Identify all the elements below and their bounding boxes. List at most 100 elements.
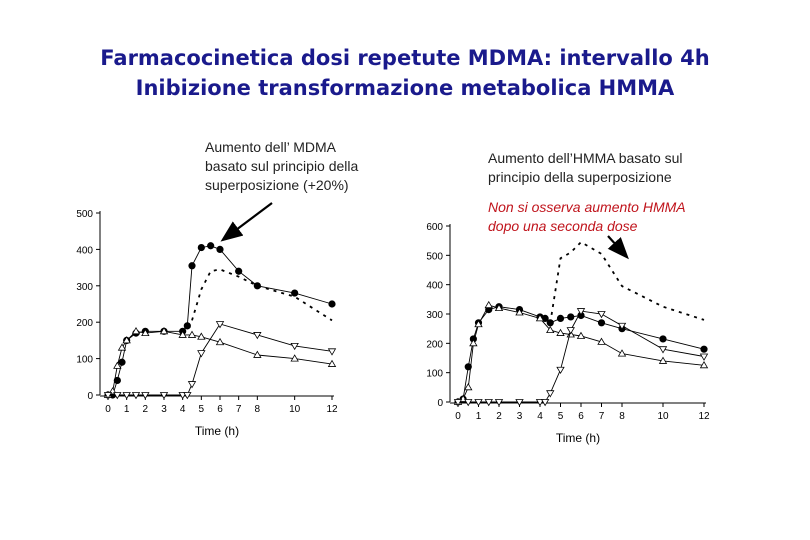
data-point-open-triangle-down xyxy=(187,381,197,389)
data-point-open-triangle-up xyxy=(215,337,225,346)
arrow-to-mdma-peak xyxy=(220,202,273,242)
x-tick-label: 3 xyxy=(517,411,523,422)
series-line-dashed-line xyxy=(191,268,333,322)
data-point-open-triangle-down xyxy=(464,399,473,407)
data-point-open-triangle-down xyxy=(658,346,668,354)
y-tick-label: 0 xyxy=(437,398,443,409)
annotation-hmma: Aumento dell’HMMA basato sul principio d… xyxy=(488,149,683,187)
data-point-filled-circle xyxy=(700,345,708,353)
data-point-open-triangle-down xyxy=(141,392,150,400)
data-point-filled-circle xyxy=(464,363,472,371)
y-tick-label: 100 xyxy=(426,369,443,380)
data-point-filled-circle xyxy=(188,262,196,270)
x-tick-label: 1 xyxy=(476,411,482,422)
y-tick-label: 200 xyxy=(76,318,93,329)
x-tick-label: 6 xyxy=(217,404,223,415)
x-tick-label: 0 xyxy=(105,404,111,415)
data-point-open-triangle-up xyxy=(597,337,606,345)
data-point-open-triangle-up xyxy=(159,327,169,335)
data-point-filled-circle xyxy=(118,358,126,366)
series-line-filled-circle xyxy=(108,245,333,396)
y-tick-label: 200 xyxy=(426,339,443,350)
data-point-open-triangle-down xyxy=(535,399,545,407)
data-point-open-triangle-down xyxy=(131,392,141,400)
series-line-dashed-line xyxy=(549,240,705,323)
data-point-filled-circle xyxy=(328,300,336,308)
y-tick-label: 300 xyxy=(76,282,93,293)
data-point-open-triangle-down xyxy=(327,348,337,356)
x-tick-label: 8 xyxy=(619,411,625,422)
data-point-open-triangle-down xyxy=(103,392,113,400)
annotation-mdma: Aumento dell’ MDMA basato sul principio … xyxy=(205,138,358,195)
data-point-filled-circle xyxy=(183,322,191,330)
data-point-open-triangle-down xyxy=(597,311,606,319)
x-tick-label: 7 xyxy=(599,411,605,422)
data-point-open-triangle-up xyxy=(556,328,565,336)
x-tick-label: 3 xyxy=(161,404,167,415)
annotation-mdma-line3: superposizione (+20%) xyxy=(205,177,349,193)
data-point-open-triangle-up xyxy=(117,343,127,351)
y-tick-label: 100 xyxy=(76,355,93,366)
data-point-filled-circle xyxy=(659,335,667,343)
data-point-open-triangle-down xyxy=(197,350,206,358)
x-tick-label: 2 xyxy=(496,411,502,422)
data-point-open-triangle-up xyxy=(113,361,122,369)
data-point-open-triangle-up xyxy=(535,314,545,322)
data-point-open-triangle-up xyxy=(253,350,262,358)
data-point-open-triangle-down xyxy=(122,392,131,400)
x-tick-label: 10 xyxy=(657,411,669,422)
series-line-open-triangle-up xyxy=(457,304,705,403)
data-point-open-triangle-down xyxy=(566,327,575,335)
data-point-open-triangle-up xyxy=(122,336,131,344)
data-point-open-triangle-up xyxy=(327,359,337,367)
data-point-open-triangle-down xyxy=(576,308,586,316)
data-point-open-triangle-down xyxy=(290,342,299,351)
data-point-filled-circle xyxy=(567,313,575,321)
x-tick-label: 2 xyxy=(143,404,149,415)
y-tick-label: 500 xyxy=(426,251,443,262)
slide-title-line1: Farmacocinetica dosi repetute MDMA: inte… xyxy=(100,46,710,70)
y-tick-label: 0 xyxy=(87,391,93,402)
x-axis-label: Time (h) xyxy=(556,431,600,445)
x-tick-label: 8 xyxy=(255,404,261,415)
data-point-open-triangle-up xyxy=(484,300,493,309)
data-point-open-triangle-down xyxy=(215,321,225,329)
annotation-no-increase: Non si osserva aumento HMMA dopo una sec… xyxy=(488,198,686,236)
data-point-open-triangle-up xyxy=(576,331,586,339)
data-point-open-triangle-up xyxy=(141,328,150,337)
x-tick-label: 6 xyxy=(578,411,584,422)
data-point-open-triangle-up xyxy=(131,327,141,335)
data-point-open-triangle-up xyxy=(494,303,504,312)
data-point-open-triangle-down xyxy=(253,332,262,340)
x-tick-label: 5 xyxy=(558,411,564,422)
data-point-open-triangle-down xyxy=(515,399,524,407)
data-point-filled-circle xyxy=(291,289,299,297)
x-tick-label: 12 xyxy=(326,404,338,415)
data-point-open-triangle-up xyxy=(290,354,299,362)
x-tick-label: 12 xyxy=(698,411,710,422)
data-point-open-triangle-down xyxy=(617,322,627,331)
x-tick-label: 10 xyxy=(289,404,301,415)
x-tick-label: 5 xyxy=(199,404,205,415)
annotation-no-increase-line2: dopo una seconda dose xyxy=(488,218,638,234)
annotation-mdma-line1: Aumento dell’ MDMA xyxy=(205,139,336,155)
y-tick-label: 600 xyxy=(426,222,443,233)
data-point-open-triangle-up xyxy=(515,308,524,316)
data-point-open-triangle-down xyxy=(540,399,550,407)
data-point-filled-circle xyxy=(235,267,243,275)
data-point-open-triangle-up xyxy=(546,325,555,334)
data-point-filled-circle xyxy=(216,245,224,253)
data-point-open-triangle-up xyxy=(464,383,473,391)
series-line-open-triangle-down xyxy=(458,310,705,403)
data-point-open-triangle-down xyxy=(113,392,122,400)
y-tick-label: 300 xyxy=(426,310,443,321)
data-point-open-triangle-up xyxy=(699,361,709,369)
slide-title-line2: Inibizione transformazione metabolica HM… xyxy=(135,76,675,100)
annotation-hmma-line1: Aumento dell’HMMA basato sul xyxy=(488,150,683,166)
data-point-open-triangle-up xyxy=(197,332,206,340)
data-point-open-triangle-up xyxy=(469,339,478,347)
data-point-open-triangle-up xyxy=(617,349,627,357)
data-point-open-triangle-down xyxy=(183,392,192,400)
